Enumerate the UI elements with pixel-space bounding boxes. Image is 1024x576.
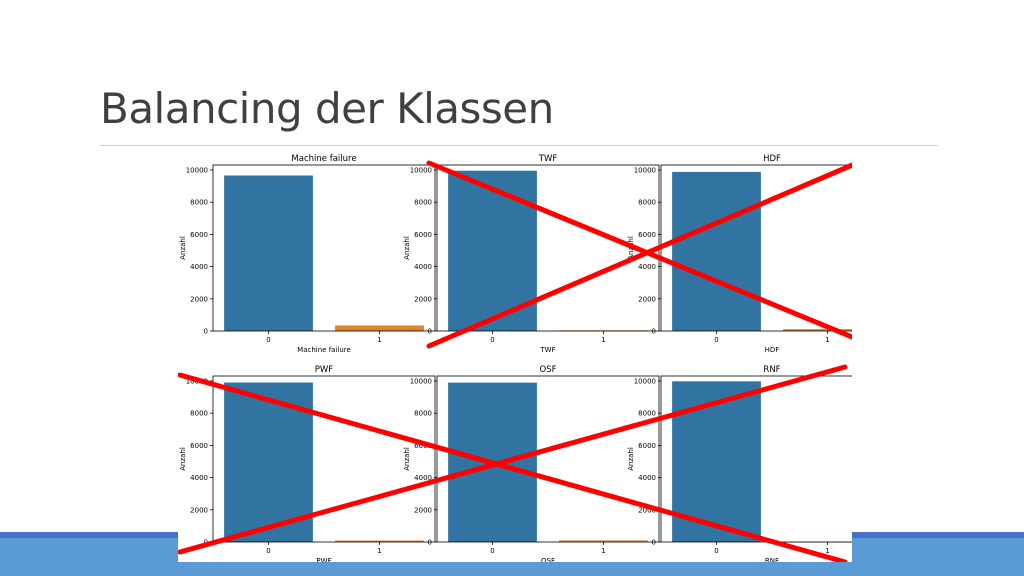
y-tick-label: 8000 bbox=[190, 410, 208, 418]
y-tick-label: 10000 bbox=[186, 378, 208, 386]
y-tick-label: 0 bbox=[204, 539, 208, 547]
x-axis-label: Machine failure bbox=[297, 346, 351, 354]
y-tick-label: 4000 bbox=[638, 263, 656, 271]
subplot-rnf: 0 1 0 2000 4000 6000 8000 10000 RNF RNF Anzahl bbox=[627, 365, 852, 562]
y-axis-label: Anzahl bbox=[403, 447, 411, 471]
y-tick-label: 6000 bbox=[414, 231, 432, 239]
y-axis-label: Anzahl bbox=[627, 447, 635, 471]
y-tick-label: 10000 bbox=[410, 167, 432, 175]
y-tick-label: 6000 bbox=[190, 231, 208, 239]
x-tick-label: 1 bbox=[825, 547, 829, 555]
x-tick-label: 1 bbox=[601, 547, 605, 555]
y-tick-label: 4000 bbox=[190, 263, 208, 271]
subplot-twf: 0 1 0 2000 4000 6000 8000 10000 TWF TWF Anzahl bbox=[403, 154, 660, 354]
bar-class-0 bbox=[224, 382, 313, 542]
y-tick-label: 10000 bbox=[634, 378, 656, 386]
bar-class-0 bbox=[448, 382, 537, 542]
y-tick-label: 6000 bbox=[190, 442, 208, 450]
y-tick-label: 2000 bbox=[414, 295, 432, 303]
y-tick-label: 6000 bbox=[638, 442, 656, 450]
y-tick-label: 4000 bbox=[414, 263, 432, 271]
x-axis-label: RNF bbox=[765, 557, 779, 562]
y-tick-label: 8000 bbox=[190, 199, 208, 207]
x-axis-label: OSF bbox=[541, 557, 555, 562]
y-tick-label: 8000 bbox=[638, 199, 656, 207]
subplot-hdf: 0 1 0 2000 4000 6000 8000 10000 HDF HDF Anzahl bbox=[627, 154, 852, 354]
x-tick-label: 0 bbox=[490, 336, 494, 344]
x-tick-label: 0 bbox=[714, 547, 718, 555]
y-tick-label: 6000 bbox=[638, 231, 656, 239]
y-axis-label: Anzahl bbox=[627, 236, 635, 260]
y-axis-label: Anzahl bbox=[179, 447, 187, 471]
subplot-title: PWF bbox=[315, 365, 334, 375]
y-axis-label: Anzahl bbox=[403, 236, 411, 260]
x-tick-label: 0 bbox=[266, 336, 270, 344]
x-axis-label: TWF bbox=[539, 346, 555, 354]
subplot-title: Machine failure bbox=[291, 154, 356, 164]
y-tick-label: 2000 bbox=[190, 506, 208, 514]
subplot-title: TWF bbox=[538, 154, 558, 164]
y-tick-label: 4000 bbox=[638, 474, 656, 482]
y-tick-label: 8000 bbox=[638, 410, 656, 418]
slide-title: Balancing der Klassen bbox=[100, 84, 554, 133]
y-tick-label: 0 bbox=[652, 539, 656, 547]
y-tick-label: 10000 bbox=[410, 378, 432, 386]
y-tick-label: 0 bbox=[204, 328, 208, 336]
y-tick-label: 0 bbox=[428, 539, 432, 547]
x-axis-label: HDF bbox=[765, 346, 780, 354]
subplot-title: OSF bbox=[540, 365, 557, 375]
x-tick-label: 0 bbox=[266, 547, 270, 555]
x-tick-label: 0 bbox=[714, 336, 718, 344]
x-tick-label: 1 bbox=[377, 547, 381, 555]
y-axis-label: Anzahl bbox=[179, 236, 187, 260]
x-tick-label: 1 bbox=[377, 336, 381, 344]
x-axis-label: PWF bbox=[316, 557, 331, 562]
y-tick-label: 8000 bbox=[414, 199, 432, 207]
y-tick-label: 0 bbox=[652, 328, 656, 336]
title-divider bbox=[100, 145, 938, 146]
y-tick-label: 0 bbox=[428, 328, 432, 336]
subplot-machine-failure: 0 1 0 2000 4000 6000 8000 10000 Machine failure M… bbox=[179, 154, 436, 354]
bar-class-1 bbox=[335, 325, 424, 331]
y-tick-label: 10000 bbox=[634, 167, 656, 175]
bar-class-0 bbox=[224, 175, 313, 331]
bar-class-0 bbox=[448, 170, 537, 331]
subplot-pwf: 0 1 0 2000 4000 6000 8000 10000 PWF PWF Anzahl bbox=[179, 365, 436, 562]
bar-class-0 bbox=[672, 171, 761, 331]
x-tick-label: 0 bbox=[490, 547, 494, 555]
y-tick-label: 2000 bbox=[638, 506, 656, 514]
x-tick-label: 1 bbox=[601, 336, 605, 344]
y-tick-label: 4000 bbox=[414, 474, 432, 482]
subplot-title: HDF bbox=[763, 154, 781, 164]
y-tick-label: 10000 bbox=[186, 167, 208, 175]
y-tick-label: 2000 bbox=[638, 295, 656, 303]
y-tick-label: 6000 bbox=[414, 442, 432, 450]
subplot-osf: 0 1 0 2000 4000 6000 8000 10000 OSF OSF Anzahl bbox=[403, 365, 660, 562]
x-tick-label: 1 bbox=[825, 336, 829, 344]
y-tick-label: 2000 bbox=[190, 295, 208, 303]
subplot-title: RNF bbox=[763, 365, 780, 375]
figure-canvas: 0 1 0 2000 4000 6000 8000 10000 Machine failure M… bbox=[178, 146, 852, 562]
y-tick-label: 8000 bbox=[414, 410, 432, 418]
bar-class-0 bbox=[672, 381, 761, 542]
y-tick-label: 2000 bbox=[414, 506, 432, 514]
y-tick-label: 4000 bbox=[190, 474, 208, 482]
